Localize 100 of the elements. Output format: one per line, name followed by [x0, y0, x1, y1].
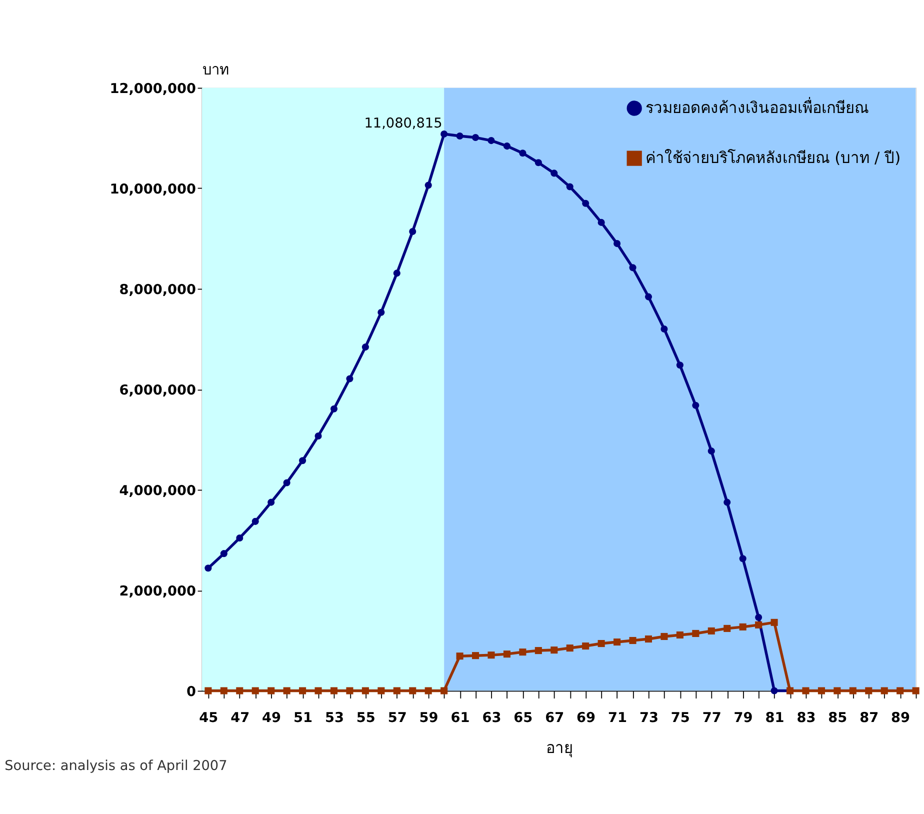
point [739, 555, 746, 562]
x-tick-label: 51 [294, 710, 312, 726]
point [676, 631, 684, 638]
source-note: Source: analysis as of April 2007 [4, 758, 228, 774]
x-tick-label: 45 [199, 710, 218, 726]
point [755, 621, 762, 628]
point [566, 644, 574, 652]
point [456, 132, 464, 140]
point [220, 687, 228, 694]
x-tick-label: 55 [356, 710, 376, 726]
point [629, 636, 636, 644]
y-tick-label: 2,000,000 [119, 583, 196, 600]
point [644, 293, 652, 300]
x-tick-label: 65 [514, 710, 533, 726]
y-tick-label: 12,000,000 [110, 80, 196, 97]
point [488, 652, 495, 659]
point [912, 687, 920, 694]
point [236, 687, 244, 694]
point [299, 457, 306, 464]
point [614, 240, 621, 248]
x-tick-label: 59 [419, 710, 438, 726]
point [660, 632, 668, 640]
point [362, 687, 369, 694]
point [314, 432, 322, 440]
x-tick-label: 53 [324, 710, 344, 726]
point [629, 264, 636, 272]
point [566, 183, 574, 190]
point [818, 687, 825, 694]
point [644, 635, 652, 643]
x-tick-label: 63 [482, 710, 502, 726]
point [440, 687, 448, 694]
point [346, 375, 354, 382]
point [724, 624, 731, 632]
point [534, 647, 542, 654]
point [582, 200, 590, 207]
legend-label: ค่าใช้จ่ายบริโภคหลังเกษียณ (บาท / ปี) [646, 148, 901, 167]
x-tick-label: 85 [828, 710, 848, 726]
point [204, 687, 212, 694]
point [378, 308, 385, 316]
point [393, 687, 400, 694]
point [550, 646, 558, 654]
point [582, 642, 590, 650]
point [409, 228, 416, 236]
point [488, 137, 495, 144]
point [283, 687, 290, 694]
point [393, 270, 400, 277]
x-tick-label: 57 [388, 710, 407, 726]
x-tick-label: 83 [796, 710, 816, 726]
point [724, 498, 731, 506]
x-tick-label: 79 [734, 710, 753, 726]
x-tick-label: 81 [765, 710, 784, 726]
point [519, 648, 526, 656]
point [378, 687, 385, 694]
point [362, 344, 369, 351]
point [770, 687, 778, 694]
x-tick-label: 71 [608, 710, 627, 726]
point [834, 687, 841, 694]
x-tick-label: 47 [230, 710, 250, 726]
point [849, 687, 856, 694]
point [472, 652, 480, 660]
point [739, 623, 746, 630]
point [204, 564, 212, 572]
point [550, 170, 558, 177]
point [660, 325, 668, 332]
point [299, 687, 306, 694]
y-tick-label: 8,000,000 [119, 282, 196, 298]
y-tick-label: 0 [186, 684, 196, 700]
point [314, 687, 322, 694]
point [424, 182, 432, 189]
x-tick-label: 89 [891, 710, 910, 726]
point [346, 687, 354, 694]
point [330, 687, 338, 694]
point [692, 630, 700, 637]
point [598, 218, 605, 226]
point [424, 687, 432, 694]
point [456, 652, 464, 660]
point [472, 134, 480, 142]
point [676, 362, 684, 369]
x-tick-label: 75 [670, 710, 690, 726]
point [802, 687, 810, 694]
point [880, 687, 888, 694]
point [503, 650, 510, 658]
point [236, 534, 244, 542]
y-tick-label: 4,000,000 [119, 482, 196, 499]
point [440, 130, 448, 138]
point [503, 142, 510, 150]
point [252, 687, 259, 694]
point [268, 498, 275, 506]
point [534, 159, 542, 166]
point [708, 627, 715, 634]
point [896, 687, 904, 694]
point [708, 448, 715, 455]
x-tick-label: 87 [860, 710, 879, 726]
legend-label: รวมยอดคงค้างเงินออมเพื่อเกษียณ [646, 96, 869, 117]
point [519, 150, 526, 157]
x-tick-label: 69 [576, 710, 596, 726]
y-axis-title: บาท [202, 62, 230, 79]
point [283, 479, 290, 486]
x-tick-label: 49 [262, 710, 282, 726]
point [755, 614, 762, 621]
